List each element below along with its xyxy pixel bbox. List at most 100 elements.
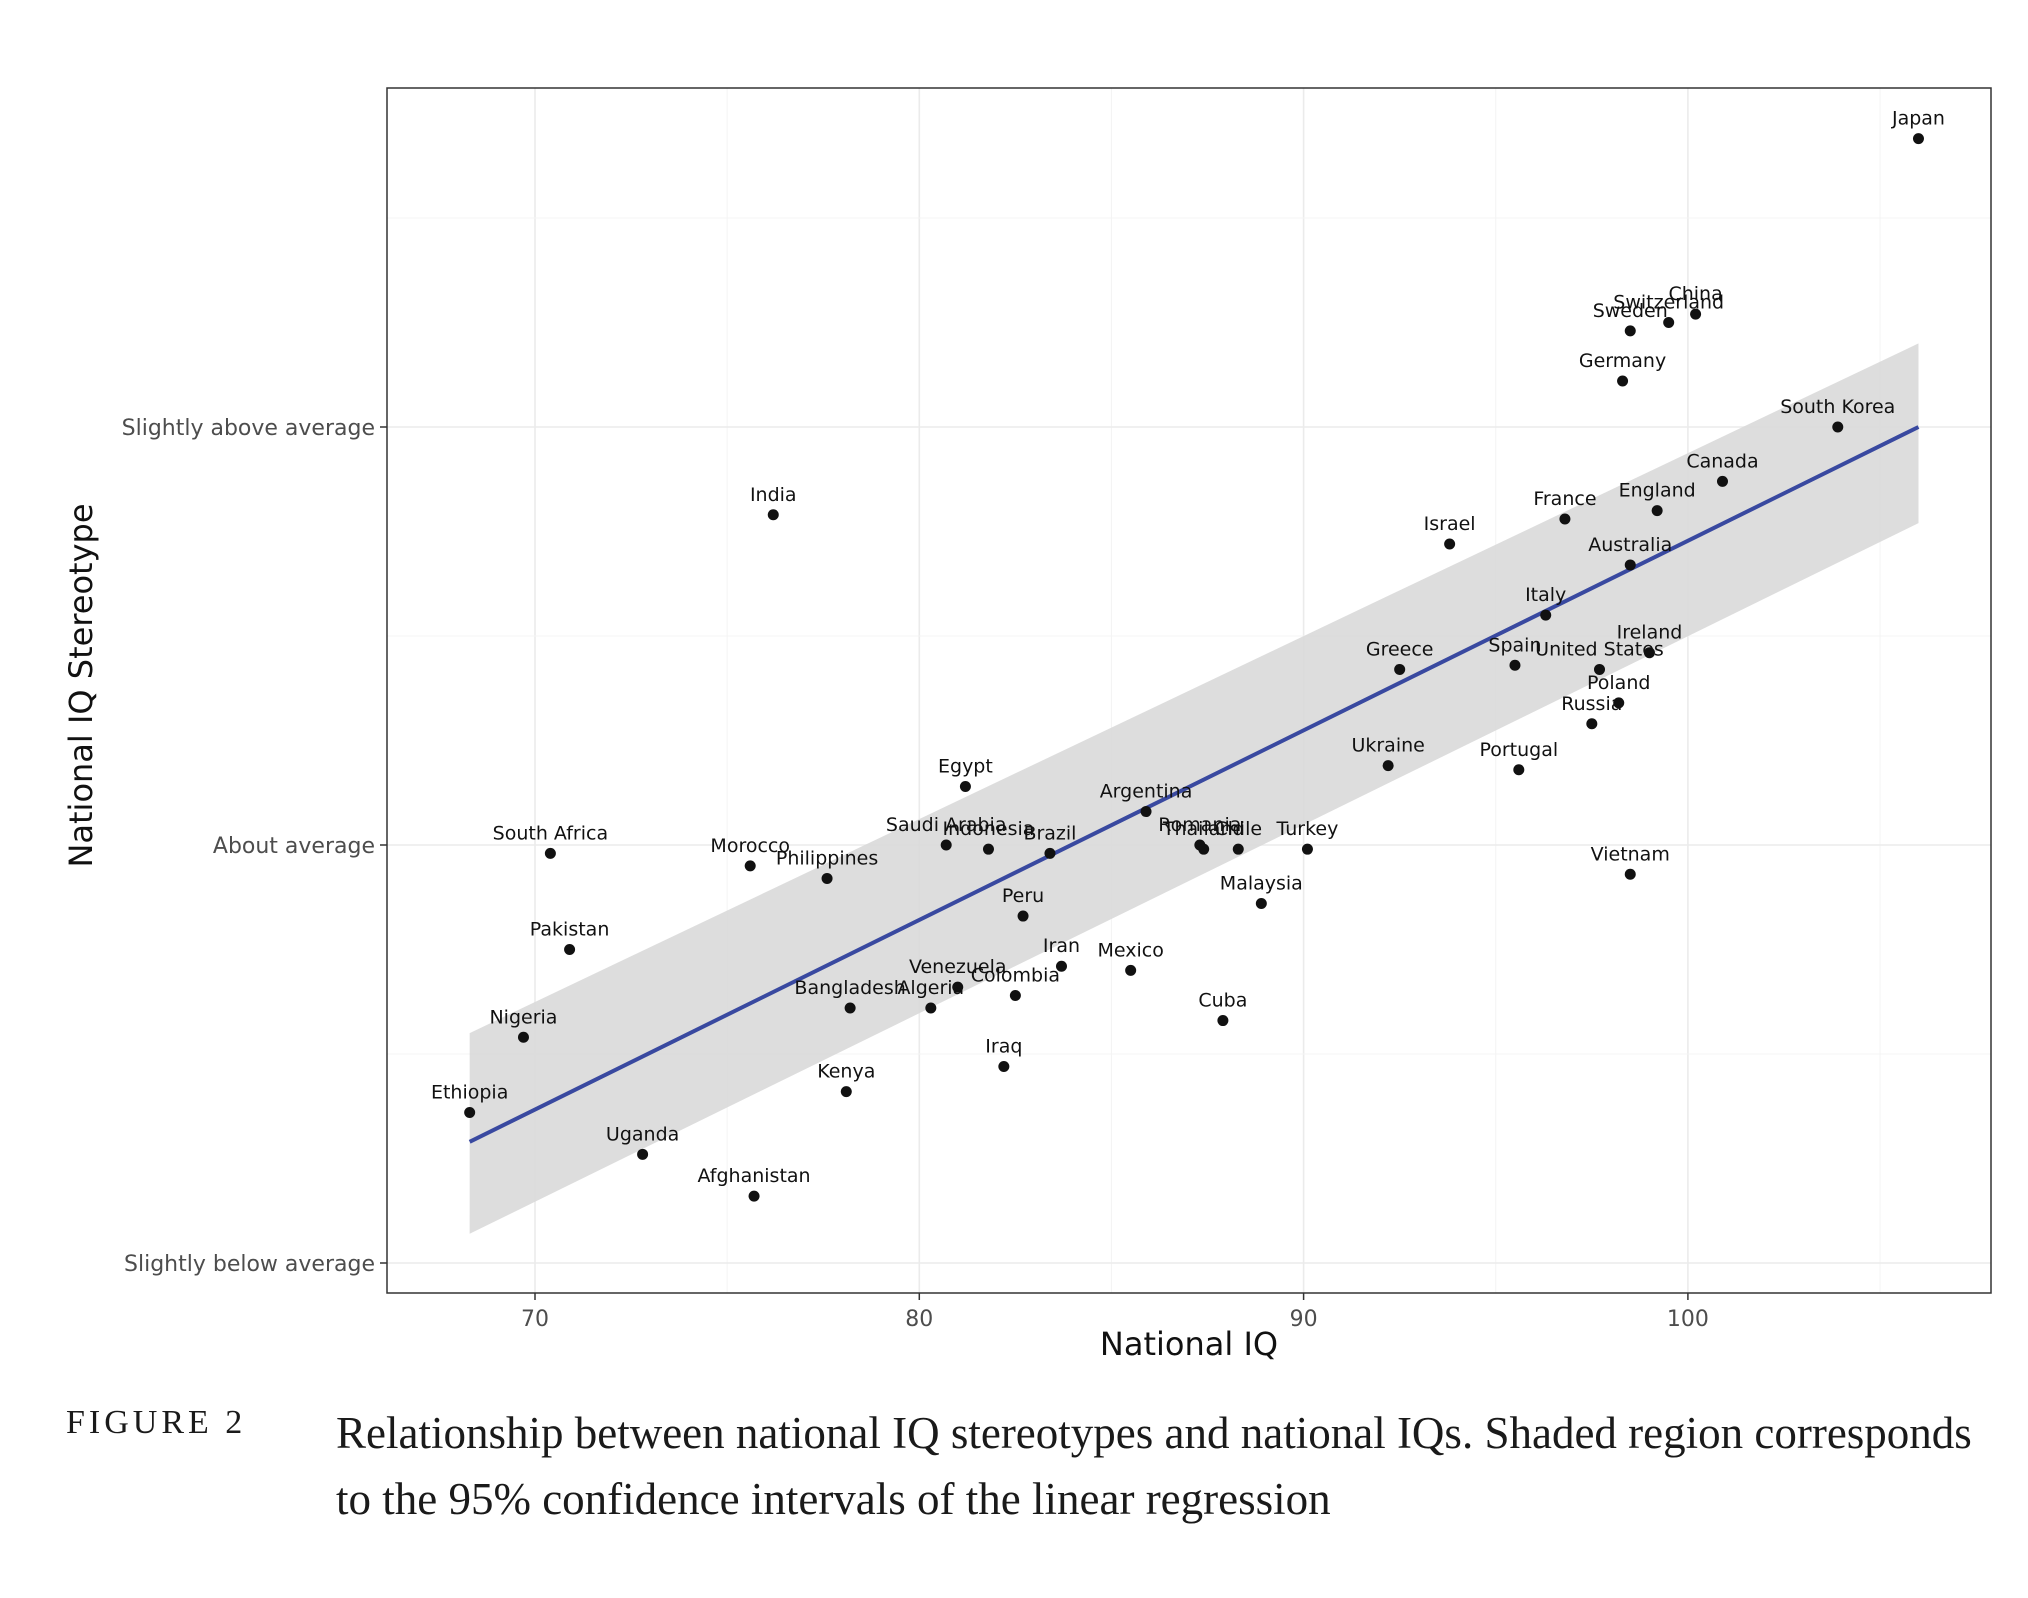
data-point bbox=[1832, 421, 1844, 433]
data-point bbox=[821, 872, 833, 884]
figure-number: FIGURE 2 bbox=[66, 1404, 247, 1441]
data-point bbox=[952, 981, 964, 993]
data-point bbox=[1044, 847, 1056, 859]
point-label: Iraq bbox=[985, 1036, 1022, 1058]
point-label: Egypt bbox=[938, 755, 993, 777]
regression-line bbox=[468, 425, 1920, 1144]
point-label: Bangladesh bbox=[794, 977, 905, 999]
point-label: Sweden bbox=[1593, 300, 1668, 322]
data-points bbox=[464, 133, 1924, 1202]
point-label: Peru bbox=[1002, 885, 1044, 907]
point-label: Ireland bbox=[1617, 622, 1683, 644]
x-tick-label: 90 bbox=[1290, 1307, 1318, 1332]
data-point bbox=[1613, 697, 1625, 709]
data-point bbox=[982, 843, 994, 855]
data-point bbox=[1559, 513, 1571, 525]
point-label: Afghanistan bbox=[697, 1165, 810, 1187]
x-axis-title: National IQ bbox=[1100, 1325, 1278, 1363]
point-label: Japan bbox=[1891, 108, 1945, 130]
point-label: Poland bbox=[1587, 672, 1650, 694]
point-label: Morocco bbox=[710, 835, 790, 857]
point-label: Venezuela bbox=[909, 956, 1007, 978]
point-label: Colombia bbox=[971, 964, 1060, 986]
point-label: Kenya bbox=[817, 1061, 875, 1083]
point-label: Ukraine bbox=[1351, 735, 1424, 757]
point-label: Algeria bbox=[897, 977, 964, 999]
point-label: Brazil bbox=[1023, 822, 1076, 844]
data-point bbox=[1624, 559, 1636, 571]
point-label: Uganda bbox=[606, 1123, 679, 1145]
data-point bbox=[464, 1107, 476, 1119]
data-point bbox=[844, 1002, 856, 1014]
data-point bbox=[1586, 718, 1598, 730]
point-label: Canada bbox=[1686, 450, 1758, 472]
point-label: United States bbox=[1535, 638, 1664, 660]
data-point bbox=[1594, 663, 1606, 675]
point-label: Russia bbox=[1561, 693, 1622, 715]
point-label: Switzerland bbox=[1613, 292, 1724, 314]
point-label: Ethiopia bbox=[431, 1082, 508, 1104]
point-label: South Korea bbox=[1780, 396, 1895, 418]
y-tick-label: About average bbox=[213, 834, 375, 859]
data-point bbox=[748, 1190, 760, 1202]
point-label: Philippines bbox=[776, 847, 878, 869]
data-point bbox=[564, 944, 576, 955]
data-point bbox=[1651, 505, 1663, 517]
data-point bbox=[1198, 843, 1210, 855]
point-label: Argentina bbox=[1100, 781, 1193, 803]
point-label: Indonesia bbox=[943, 818, 1035, 840]
data-point bbox=[940, 839, 952, 851]
point-label: South Africa bbox=[493, 822, 608, 844]
y-axis-ticks: Slightly below average About average Sligh… bbox=[122, 416, 387, 1277]
point-label: England bbox=[1619, 480, 1696, 502]
point-label: Nigeria bbox=[489, 1006, 557, 1028]
data-point bbox=[1009, 989, 1021, 1001]
point-label: Spain bbox=[1488, 634, 1541, 656]
y-tick-label: Slightly below average bbox=[124, 1252, 375, 1277]
caption-text: Relationship between national IQ stereot… bbox=[336, 1408, 1972, 1524]
data-point bbox=[1382, 760, 1394, 772]
point-label: Mexico bbox=[1097, 939, 1163, 961]
point-label: Thailand bbox=[1162, 818, 1245, 840]
point-label: Israel bbox=[1424, 513, 1476, 535]
point-label: China bbox=[1668, 283, 1722, 305]
data-point bbox=[1643, 647, 1655, 659]
data-point bbox=[840, 1086, 852, 1098]
data-point bbox=[1217, 1015, 1229, 1027]
y-tick-label: Slightly above average bbox=[122, 416, 375, 441]
point-label: Iran bbox=[1043, 935, 1080, 957]
data-point bbox=[1617, 375, 1629, 387]
point-label: Chile bbox=[1214, 818, 1262, 840]
data-point bbox=[1912, 133, 1924, 145]
data-point bbox=[767, 509, 779, 521]
data-point bbox=[998, 1061, 1010, 1073]
data-point bbox=[544, 847, 556, 859]
point-label: Cuba bbox=[1198, 990, 1247, 1012]
data-point bbox=[1301, 843, 1313, 855]
data-point bbox=[959, 780, 971, 792]
data-point bbox=[925, 1002, 937, 1014]
data-point bbox=[1125, 964, 1137, 976]
x-tick-label: 80 bbox=[905, 1307, 933, 1332]
data-point bbox=[1394, 663, 1406, 675]
point-label: Australia bbox=[1588, 534, 1672, 556]
data-point bbox=[744, 860, 756, 872]
data-point bbox=[517, 1031, 529, 1043]
data-point bbox=[1624, 868, 1636, 880]
data-point bbox=[1255, 898, 1267, 910]
confidence-band bbox=[469, 343, 1919, 1234]
y-axis-title: National IQ Stereotype bbox=[62, 503, 100, 867]
x-tick-label: 100 bbox=[1667, 1307, 1709, 1332]
x-axis-ticks: 70 80 90 100 bbox=[521, 1293, 1709, 1332]
point-label: Portugal bbox=[1479, 739, 1558, 761]
data-point bbox=[1663, 317, 1675, 328]
data-point bbox=[1540, 609, 1552, 621]
point-label: Greece bbox=[1366, 638, 1434, 660]
point-label: Romania bbox=[1158, 814, 1241, 836]
data-point bbox=[1513, 764, 1525, 776]
data-point bbox=[1444, 538, 1456, 550]
point-label: Turkey bbox=[1276, 818, 1339, 840]
data-point bbox=[1232, 843, 1244, 855]
